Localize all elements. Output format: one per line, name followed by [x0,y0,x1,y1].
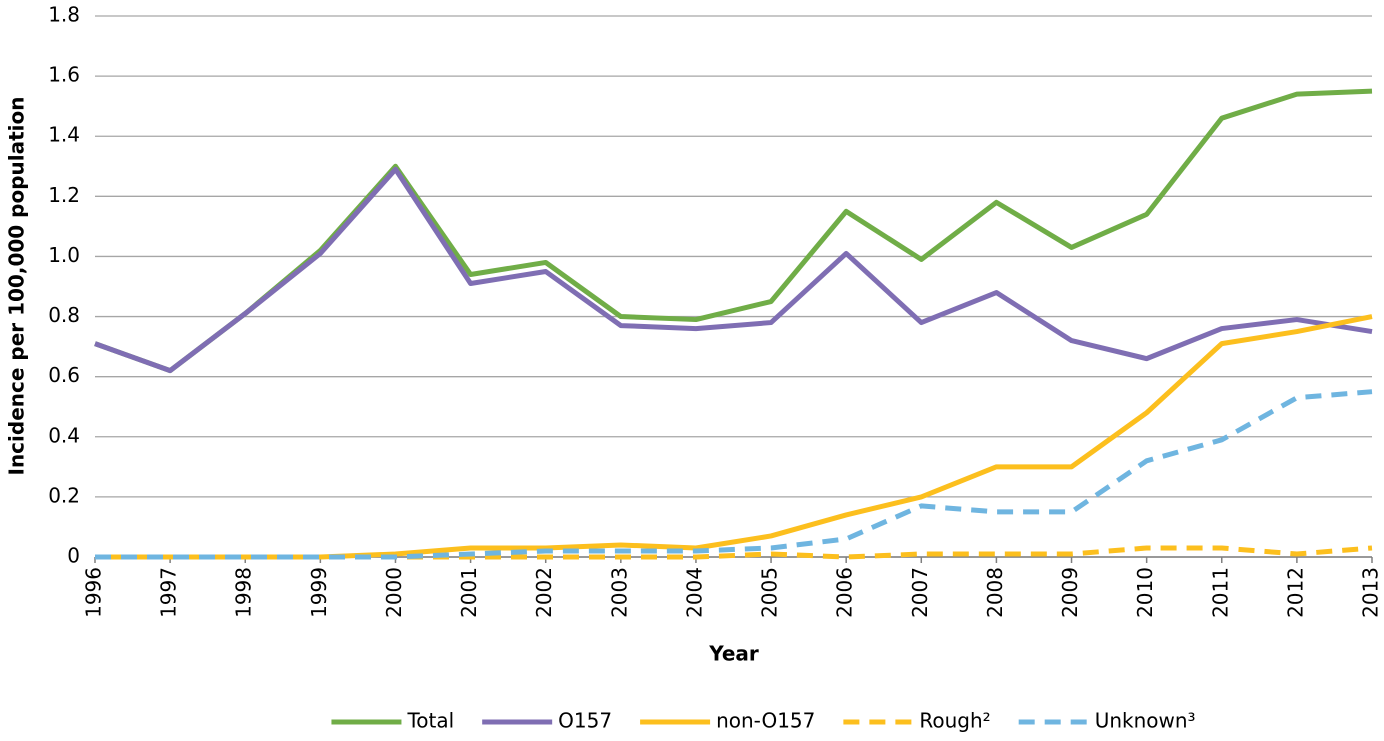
y-tick-label: 1.2 [48,183,80,207]
y-tick-label: 1.0 [48,243,80,267]
x-tick-label: 1998 [232,567,256,618]
y-tick-label: 0.4 [48,423,80,447]
legend-label: Rough² [919,709,990,733]
x-tick-label: 2013 [1359,567,1383,618]
y-tick-label: 0.6 [48,363,80,387]
x-tick-label: 2009 [1058,567,1082,618]
x-tick-label: 2001 [457,567,481,618]
x-tick-label: 2010 [1133,567,1157,618]
x-tick-label: 2005 [758,567,782,618]
legend-label: Unknown³ [1095,709,1196,733]
x-tick-label: 1999 [307,567,331,618]
x-tick-label: 2002 [532,567,556,618]
x-tick-label: 2012 [1283,567,1307,618]
x-tick-label: 2000 [382,567,406,618]
x-tick-label: 2004 [682,567,706,618]
x-tick-label: 1996 [82,567,106,618]
y-tick-label: 0.8 [48,303,80,327]
y-tick-label: 0.2 [48,483,80,507]
y-tick-label: 1.4 [48,123,80,147]
y-tick-label: 0 [67,544,80,568]
x-tick-label: 2007 [908,567,932,618]
y-tick-label: 1.6 [48,63,80,87]
y-axis-title: Incidence per 100,000 population [5,96,29,475]
x-tick-label: 2006 [833,567,857,618]
legend-label: O157 [558,709,612,733]
legend-label: non-O157 [716,709,815,733]
y-tick-label: 1.8 [48,3,80,27]
x-axis-title: Year [708,642,759,666]
x-tick-label: 2003 [607,567,631,618]
legend-label: Total [406,709,454,733]
x-tick-label: 2008 [983,567,1007,618]
x-tick-label: 2011 [1208,567,1232,618]
series-line [94,166,1373,374]
series-line [95,389,1373,560]
series-line [94,88,1373,374]
x-tick-label: 1997 [157,567,181,618]
